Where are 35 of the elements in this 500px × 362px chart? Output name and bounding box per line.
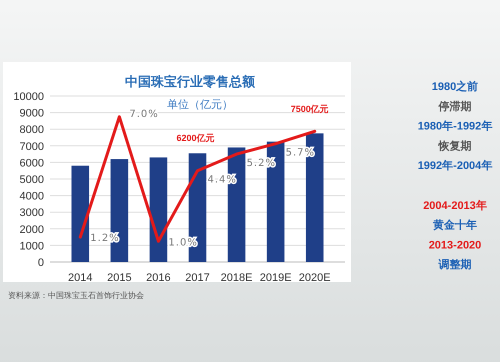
y-tick-label: 1000 <box>20 240 44 252</box>
x-tick-label: 2014 <box>68 272 93 284</box>
text: 1980之前 <box>432 80 478 93</box>
y-tick-label: 9000 <box>20 108 44 120</box>
x-tick-label: 2020E <box>298 272 331 284</box>
text: 恢复期 <box>438 139 472 152</box>
y-tick-label: 3000 <box>20 207 44 220</box>
x-tick-label: 2015 <box>107 272 132 284</box>
bar <box>71 166 90 262</box>
chart-subtitle: 单位（亿元） <box>167 98 233 111</box>
annotation: 6200亿元 <box>176 133 215 143</box>
x-tick-label: 2018E <box>220 272 252 284</box>
text: 1980年-1992年 <box>418 120 492 133</box>
data-label: 7.0% <box>129 108 159 120</box>
text: 调整期 <box>438 258 472 272</box>
y-tick-label: 0 <box>38 257 44 269</box>
y-tick-label: 4000 <box>20 190 44 203</box>
x-tick-label: 2017 <box>185 272 210 284</box>
y-tick-label: 8000 <box>20 124 44 136</box>
bar <box>150 157 168 262</box>
y-tick-label: 10000 <box>13 91 44 103</box>
text: 停滞期 <box>438 100 472 113</box>
y-tick-label: 5000 <box>20 174 44 186</box>
x-tick-label: 2019E <box>260 272 292 284</box>
annotation: 7500亿元 <box>290 104 329 114</box>
y-tick-label: 2000 <box>20 224 44 236</box>
y-tick-label: 7000 <box>20 140 44 153</box>
text: 黄金十年 <box>432 218 477 232</box>
text: 1992年-2004年 <box>418 159 492 172</box>
text: 资料来源：中国珠宝玉石首饰行业协会 <box>8 291 144 300</box>
chart-title: 中国珠宝行业零售总额 <box>125 74 256 89</box>
text: 2013-2020 <box>428 239 482 252</box>
x-tick-label: 2016 <box>146 272 171 284</box>
y-tick-label: 6000 <box>20 157 44 170</box>
text: 2004-2013年 <box>423 198 487 212</box>
